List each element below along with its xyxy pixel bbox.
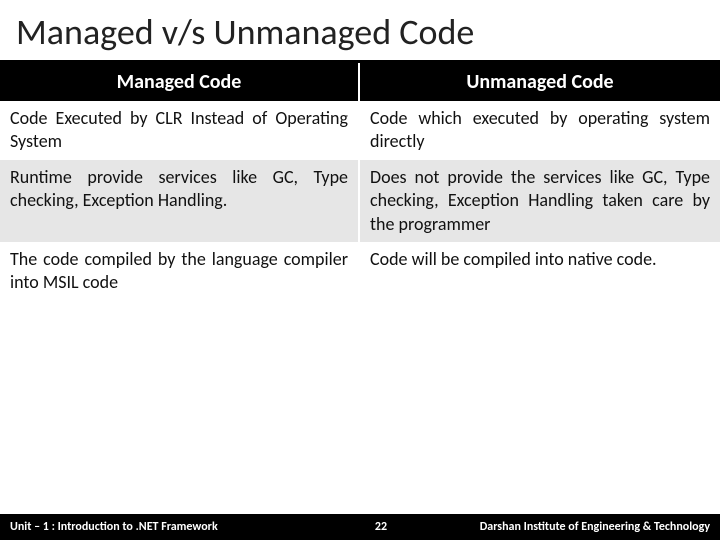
table-body: Code Executed by CLR Instead of Operatin… bbox=[0, 101, 720, 301]
table-cell: Code will be compiled into native code. bbox=[360, 242, 720, 301]
footer-left: Unit – 1 : Introduction to .NET Framewor… bbox=[10, 520, 346, 534]
comparison-table: Managed Code Unmanaged Code Code Execute… bbox=[0, 63, 720, 301]
table-row: Runtime provide services like GC, Type c… bbox=[0, 160, 720, 242]
table-row: The code compiled by the language compil… bbox=[0, 242, 720, 301]
table-header-row: Managed Code Unmanaged Code bbox=[0, 63, 720, 101]
table-cell: Code which executed by operating system … bbox=[360, 101, 720, 160]
table-cell: Does not provide the services like GC, T… bbox=[360, 160, 720, 242]
footer-right: Darshan Institute of Engineering & Techn… bbox=[416, 520, 710, 534]
footer: Unit – 1 : Introduction to .NET Framewor… bbox=[0, 514, 720, 540]
page-title: Managed v/s Unmanaged Code bbox=[0, 0, 720, 63]
table-cell: Code Executed by CLR Instead of Operatin… bbox=[0, 101, 360, 160]
table-header-cell: Unmanaged Code bbox=[360, 63, 720, 101]
table-cell: Runtime provide services like GC, Type c… bbox=[0, 160, 360, 242]
footer-page-number: 22 bbox=[346, 520, 416, 534]
table-row: Code Executed by CLR Instead of Operatin… bbox=[0, 101, 720, 160]
slide: Managed v/s Unmanaged Code Managed Code … bbox=[0, 0, 720, 540]
table-cell: The code compiled by the language compil… bbox=[0, 242, 360, 301]
table-header-cell: Managed Code bbox=[0, 63, 360, 101]
